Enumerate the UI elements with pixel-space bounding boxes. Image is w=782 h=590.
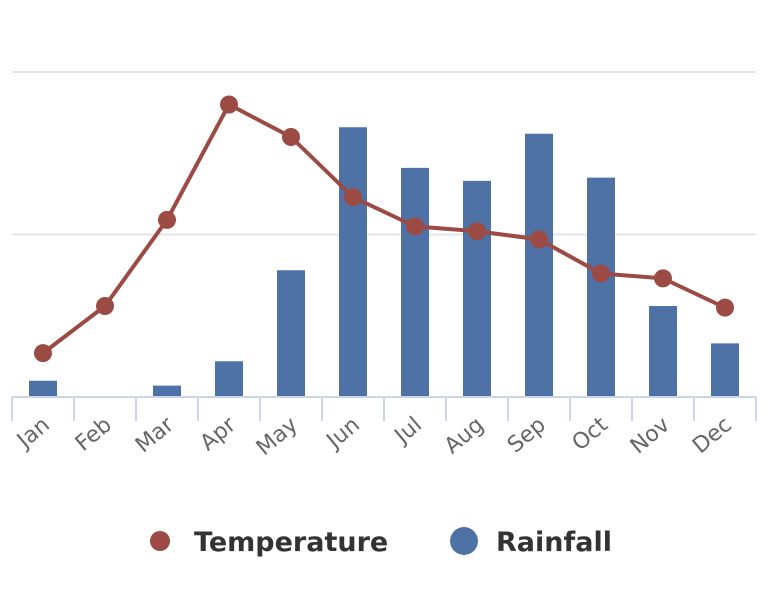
legend-label-rainfall: Rainfall xyxy=(496,527,612,558)
x-tick-label: Jun xyxy=(321,412,365,455)
x-tick-label: Feb xyxy=(71,412,117,456)
x-tick-label: Nov xyxy=(626,412,675,459)
x-tick-label: Sep xyxy=(503,412,551,458)
legend-marker-rainfall xyxy=(450,527,478,555)
point-temperature-jun[interactable] xyxy=(344,188,362,207)
legend: Temperature Rainfall xyxy=(150,527,612,558)
point-temperature-jan[interactable] xyxy=(34,344,52,363)
bar-rainfall-may[interactable] xyxy=(277,270,305,397)
bar-rainfall-aug[interactable] xyxy=(463,180,491,397)
point-temperature-may[interactable] xyxy=(282,128,300,146)
x-tick-label: Jan xyxy=(11,412,55,454)
bar-rainfall-mar[interactable] xyxy=(153,385,181,397)
point-temperature-jul[interactable] xyxy=(406,217,424,236)
x-tick-label: Aug xyxy=(440,412,489,459)
point-temperature-apr[interactable] xyxy=(220,95,238,114)
x-tick-label: Jul xyxy=(389,412,427,450)
x-tick-label: Apr xyxy=(196,412,242,456)
bar-rainfall-sep[interactable] xyxy=(525,133,553,397)
point-temperature-oct[interactable] xyxy=(592,264,610,283)
bar-rainfall-nov[interactable] xyxy=(649,306,677,397)
point-temperature-nov[interactable] xyxy=(654,269,672,288)
point-temperature-sep[interactable] xyxy=(530,230,548,249)
x-tick-label: Dec xyxy=(688,412,737,459)
bar-rainfall-apr[interactable] xyxy=(215,361,243,397)
legend-marker-temperature xyxy=(150,531,170,551)
legend-label-temperature: Temperature xyxy=(194,527,388,558)
bar-rainfall-dec[interactable] xyxy=(711,343,739,397)
point-temperature-dec[interactable] xyxy=(716,298,734,317)
point-temperature-feb[interactable] xyxy=(96,297,114,315)
legend-item-temperature[interactable]: Temperature xyxy=(150,527,388,558)
bar-rainfall-jul[interactable] xyxy=(401,167,429,397)
x-tick-label: Oct xyxy=(568,412,613,456)
point-temperature-mar[interactable] xyxy=(158,210,176,229)
legend-item-rainfall[interactable]: Rainfall xyxy=(450,527,612,558)
line-temperature xyxy=(41,102,726,355)
bar-rainfall-jun[interactable] xyxy=(339,127,367,397)
bar-rainfall-jan[interactable] xyxy=(29,380,57,397)
x-tick-label: Mar xyxy=(131,412,180,458)
point-temperature-aug[interactable] xyxy=(468,222,486,241)
bar-rainfall-oct[interactable] xyxy=(587,177,615,397)
